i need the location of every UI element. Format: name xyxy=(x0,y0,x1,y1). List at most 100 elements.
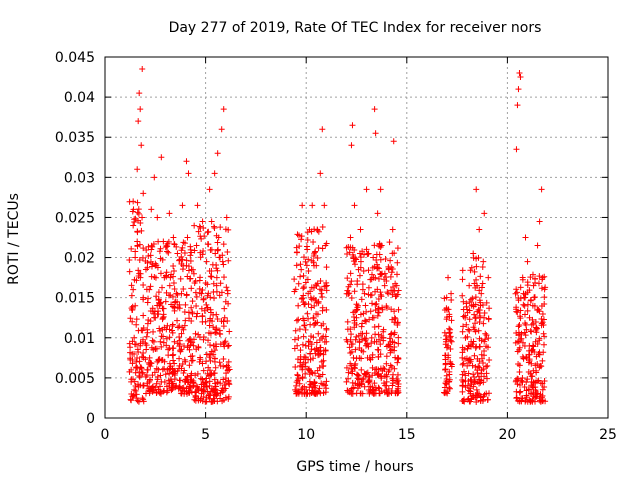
data-point xyxy=(348,295,355,302)
data-point xyxy=(308,257,315,264)
data-point xyxy=(313,310,320,317)
data-point xyxy=(186,383,193,390)
data-point xyxy=(222,298,229,305)
data-point xyxy=(459,328,466,335)
data-point xyxy=(136,374,143,381)
data-point xyxy=(291,276,298,283)
data-point xyxy=(470,250,477,257)
data-point xyxy=(310,334,317,341)
data-point xyxy=(221,339,228,346)
data-point xyxy=(461,346,468,353)
data-point xyxy=(168,378,175,385)
x-tick-label: 0 xyxy=(101,427,110,443)
data-point xyxy=(394,271,401,278)
data-point xyxy=(383,387,390,394)
data-point xyxy=(222,394,229,401)
data-point xyxy=(531,349,538,356)
data-point xyxy=(541,333,548,340)
data-point xyxy=(215,234,222,241)
data-point xyxy=(174,250,181,257)
data-point xyxy=(128,397,135,404)
data-point xyxy=(178,247,185,254)
data-point xyxy=(352,308,359,315)
data-point xyxy=(150,387,157,394)
data-point xyxy=(206,317,213,324)
data-point xyxy=(169,303,176,310)
data-point xyxy=(366,316,373,323)
data-point xyxy=(135,349,142,356)
data-point xyxy=(170,268,177,275)
data-point xyxy=(536,218,543,225)
data-point xyxy=(473,386,480,393)
data-point xyxy=(479,263,486,270)
data-point xyxy=(149,372,156,379)
data-point xyxy=(447,326,454,333)
data-point xyxy=(516,368,523,375)
data-point xyxy=(391,314,398,321)
data-point xyxy=(140,312,147,319)
data-point xyxy=(357,390,364,397)
data-point xyxy=(466,307,473,314)
data-point xyxy=(371,242,378,249)
data-point xyxy=(524,398,531,405)
data-point xyxy=(131,386,138,393)
data-point xyxy=(295,232,302,239)
data-point xyxy=(530,282,537,289)
data-point xyxy=(185,309,192,316)
data-point xyxy=(196,223,203,230)
data-point xyxy=(367,386,374,393)
data-point xyxy=(373,338,380,345)
data-point xyxy=(155,311,162,318)
data-point xyxy=(357,226,364,233)
data-point xyxy=(211,355,218,362)
chart-title: Day 277 of 2019, Rate Of TEC Index for r… xyxy=(169,20,542,36)
data-point xyxy=(305,290,312,297)
data-point xyxy=(373,300,380,307)
data-point xyxy=(310,314,317,321)
data-point xyxy=(146,286,153,293)
data-point xyxy=(476,287,483,294)
data-point xyxy=(466,316,473,323)
data-point xyxy=(460,397,467,404)
data-point xyxy=(516,338,523,345)
data-point xyxy=(293,317,300,324)
data-point xyxy=(292,364,299,371)
data-point xyxy=(189,310,196,317)
data-point xyxy=(362,370,369,377)
data-point xyxy=(160,339,167,346)
data-point xyxy=(473,263,480,270)
data-point xyxy=(476,297,483,304)
data-point xyxy=(292,286,299,293)
data-point xyxy=(214,379,221,386)
data-point xyxy=(523,392,530,399)
data-point xyxy=(471,379,478,386)
data-point xyxy=(381,282,388,289)
data-point xyxy=(226,366,233,373)
data-point xyxy=(465,378,472,385)
data-point xyxy=(349,379,356,386)
data-point xyxy=(472,320,479,327)
data-point xyxy=(377,351,384,358)
data-point xyxy=(542,284,549,291)
x-axis-label: GPS time / hours xyxy=(296,459,413,475)
data-point xyxy=(184,234,191,241)
y-tick-label: 0.025 xyxy=(55,210,95,226)
data-point xyxy=(149,305,156,312)
data-point xyxy=(351,202,358,209)
data-point xyxy=(144,299,151,306)
data-point xyxy=(321,382,328,389)
data-point xyxy=(188,357,195,364)
data-point xyxy=(315,373,322,380)
data-point xyxy=(512,378,519,385)
data-point xyxy=(442,366,449,373)
data-point xyxy=(303,386,310,393)
data-point xyxy=(293,249,300,256)
data-point xyxy=(522,234,529,241)
data-point xyxy=(379,306,386,313)
data-point xyxy=(475,373,482,380)
data-point xyxy=(470,371,477,378)
data-point xyxy=(464,306,471,313)
data-point xyxy=(540,349,547,356)
data-point xyxy=(381,276,388,283)
data-point xyxy=(443,338,450,345)
